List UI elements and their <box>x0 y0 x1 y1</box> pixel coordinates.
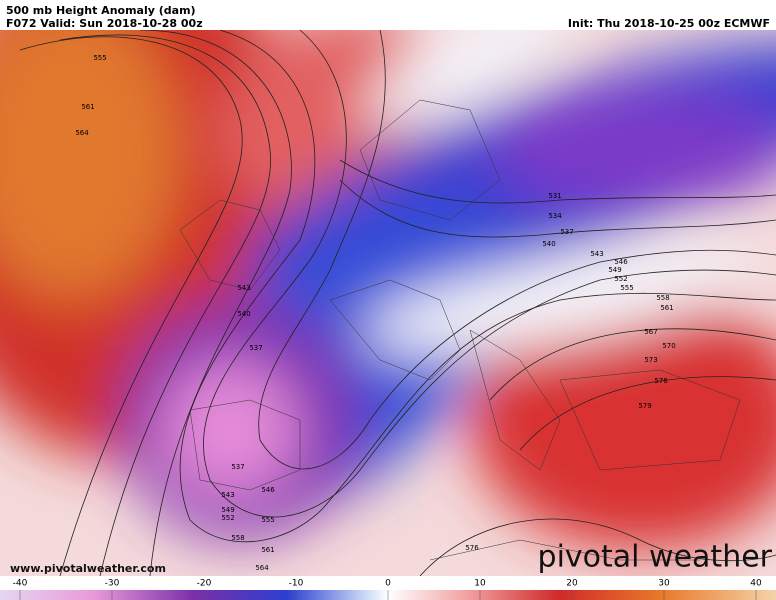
contour-label: 552 <box>221 514 234 522</box>
colorbar-tick-label: 30 <box>658 579 670 589</box>
contour-label: 534 <box>548 212 562 220</box>
contour-label: 555 <box>620 284 633 292</box>
contour-label: 561 <box>261 546 274 554</box>
colorbar-tick-label: -20 <box>197 579 212 589</box>
colorbar-tick-label: 10 <box>474 579 486 589</box>
contour-label: 561 <box>81 103 94 111</box>
contour-label: 540 <box>237 310 250 318</box>
colorbar-ticks: -40 -30 -20 -10 0 10 20 30 40 <box>13 579 762 600</box>
contour-label: 573 <box>644 356 657 364</box>
contour-label: 555 <box>261 516 274 524</box>
init-time: Init: Thu 2018-10-25 00z ECMWF <box>568 17 770 30</box>
colorbar-tick-label: 0 <box>385 579 391 589</box>
contour-label: 549 <box>221 506 234 514</box>
contour-label: 564 <box>75 129 89 137</box>
contour-label: 537 <box>231 463 244 471</box>
valid-time: F072 Valid: Sun 2018-10-28 00z <box>6 17 203 30</box>
contour-label: 537 <box>560 228 573 236</box>
contour-label: 579 <box>638 402 651 410</box>
contour-label: 543 <box>590 250 603 258</box>
contour-label: 576 <box>654 377 668 385</box>
coastlines <box>179 99 741 561</box>
contour-label: 570 <box>662 342 675 350</box>
contour-label: 555 <box>93 54 106 62</box>
map-title: 500 mb Height Anomaly (dam) <box>6 4 196 17</box>
contour-label: 558 <box>656 294 669 302</box>
contour-label: 564 <box>255 564 269 572</box>
contour-label: 543 <box>237 284 250 292</box>
colorbar-tick-label: 20 <box>566 579 578 589</box>
site-url: www.pivotalweather.com <box>10 562 166 575</box>
contour-label: 567 <box>644 328 657 336</box>
contour-label: 537 <box>249 344 262 352</box>
contour-label: 531 <box>548 192 561 200</box>
contour-label: 558 <box>231 534 244 542</box>
contour-label: 546 <box>261 486 275 494</box>
colorbar-tick-label: 40 <box>750 579 762 589</box>
header-bar <box>0 0 776 30</box>
colorbar-tick-label: -40 <box>13 579 28 589</box>
brand-watermark: pivotal weather <box>538 540 773 575</box>
contour-label: 546 <box>614 258 628 266</box>
contour-label: 549 <box>608 266 621 274</box>
colorbar-tick-label: -30 <box>105 579 120 589</box>
colorbar-tick-label: -10 <box>289 579 304 589</box>
contour-label: 540 <box>542 240 555 248</box>
contour-label: 576 <box>465 544 479 552</box>
contour-lines <box>19 29 776 577</box>
contour-label: 543 <box>221 491 234 499</box>
contour-label: 552 <box>614 275 627 283</box>
contour-label: 561 <box>660 304 673 312</box>
